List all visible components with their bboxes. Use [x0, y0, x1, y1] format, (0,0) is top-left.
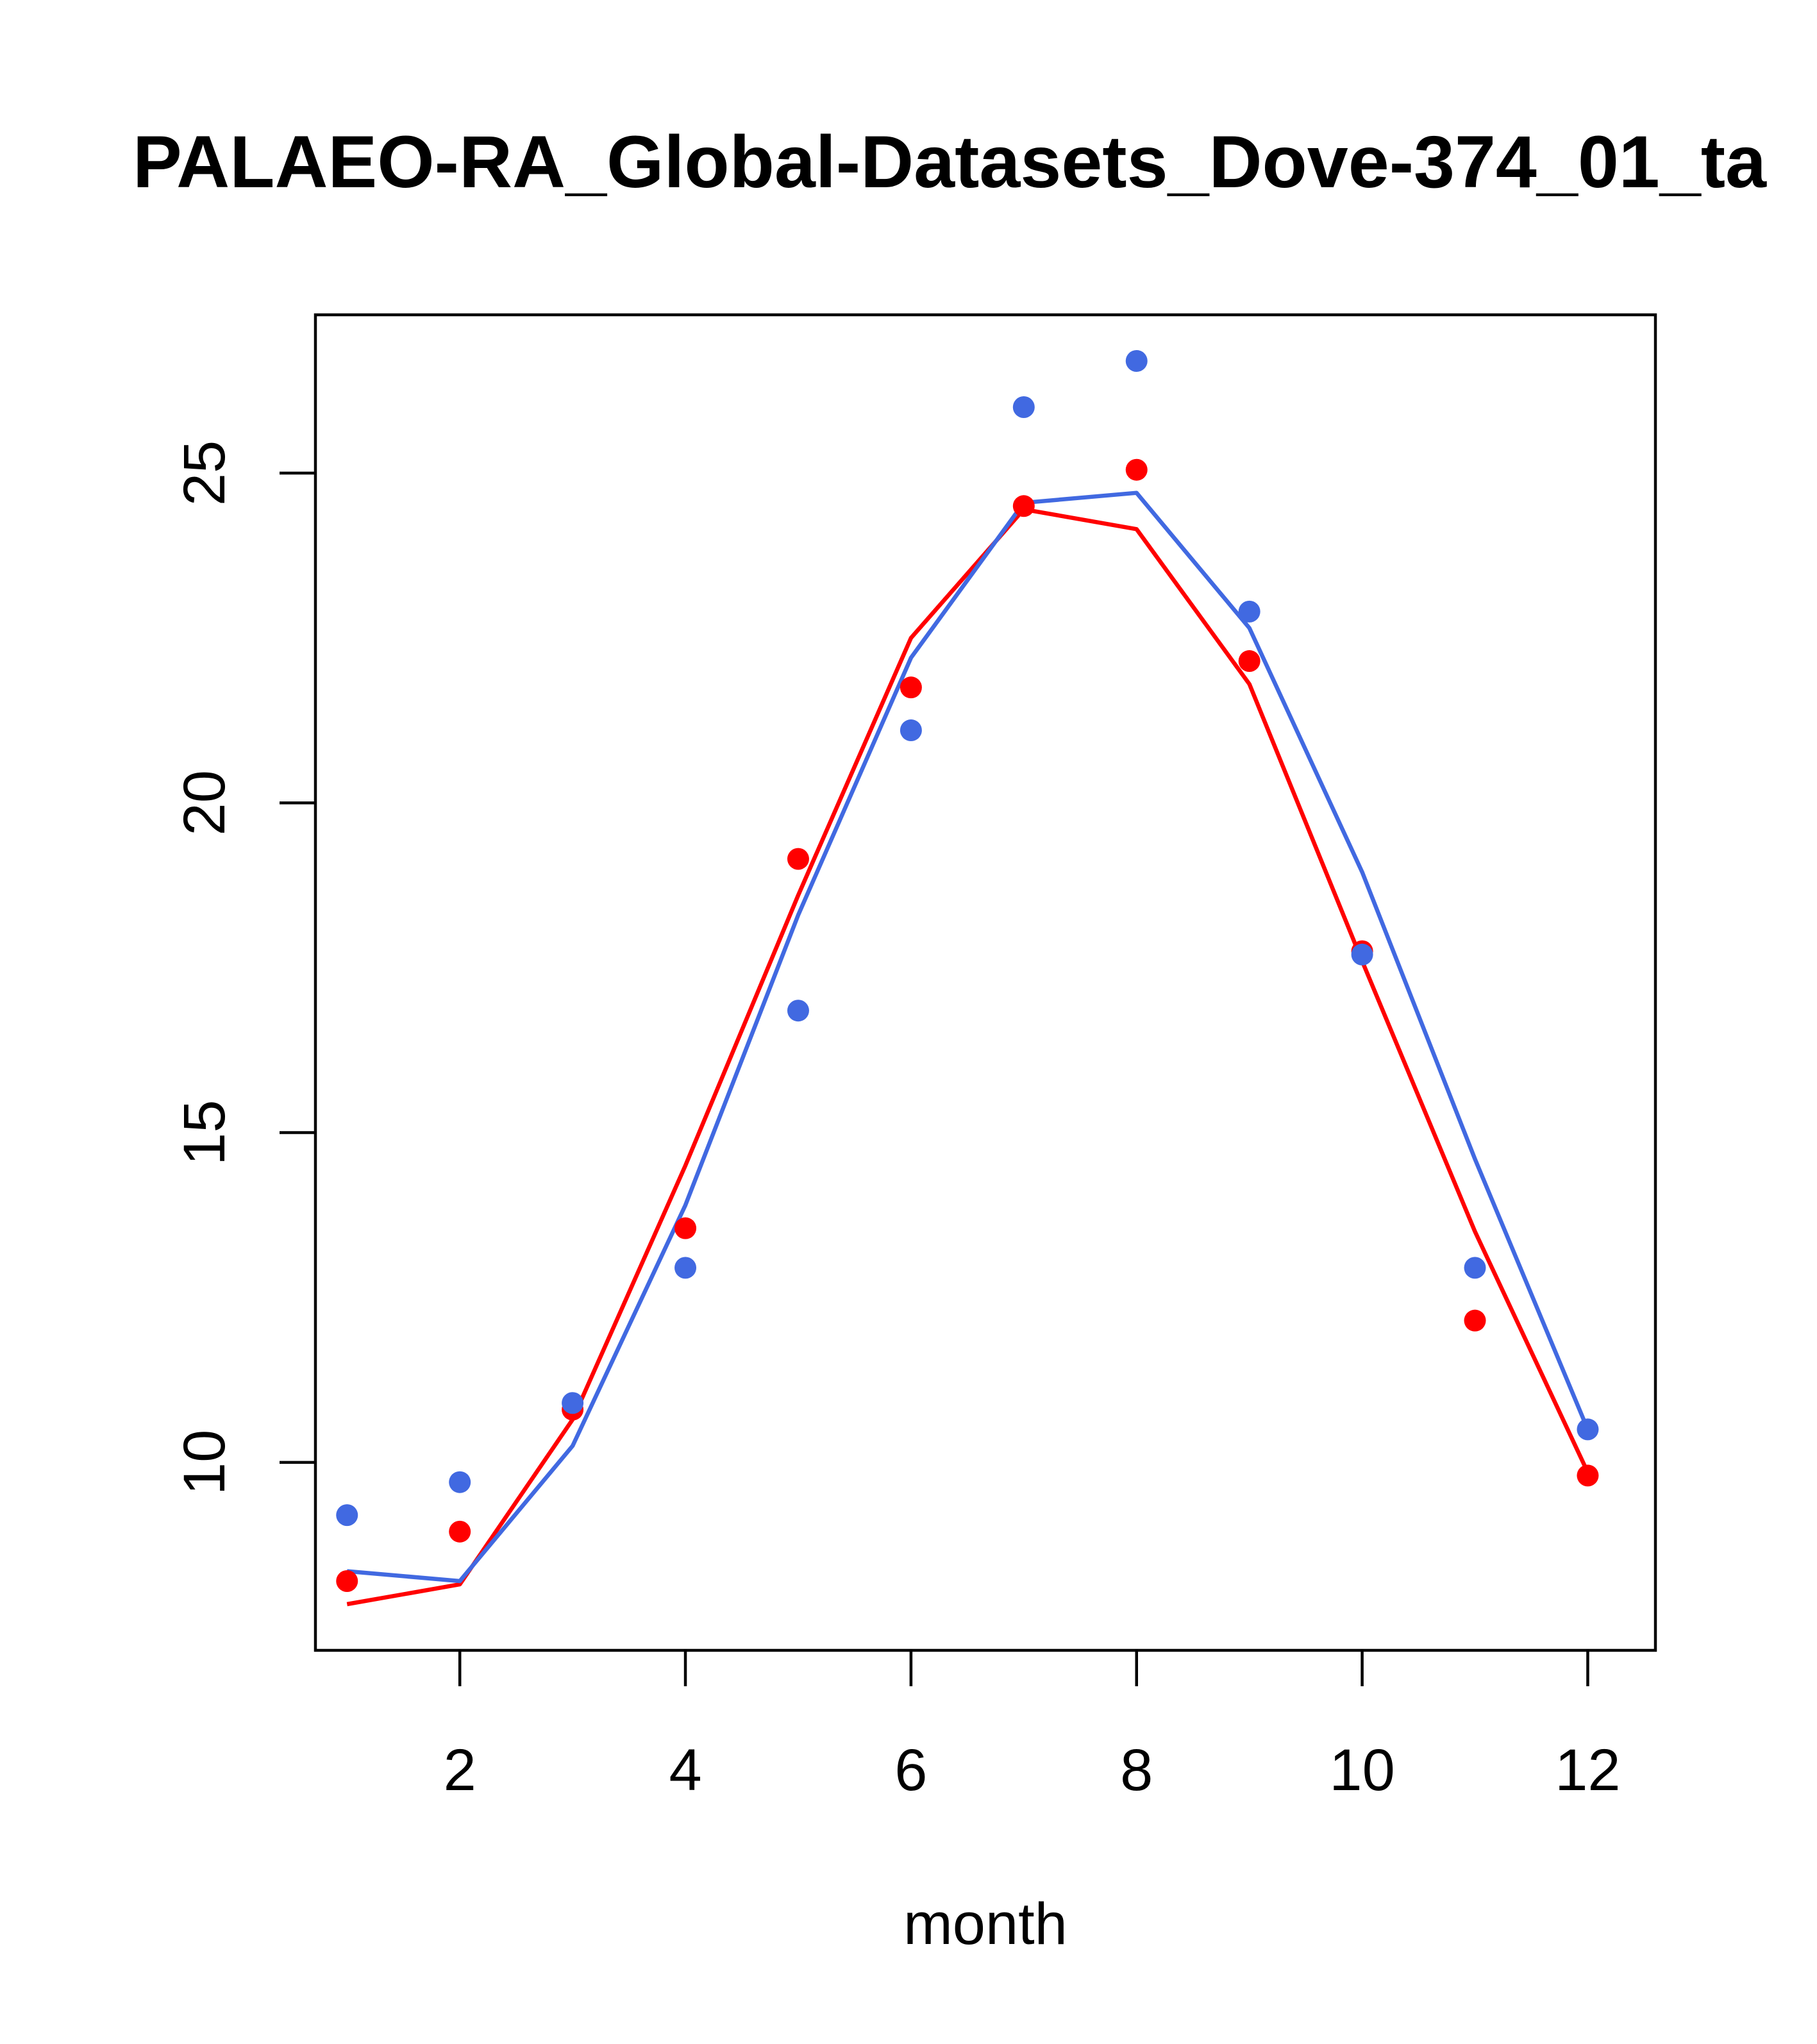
y-tick-label: 20 [172, 770, 237, 835]
x-tick-label: 6 [894, 1738, 927, 1803]
x-tick-label: 10 [1329, 1738, 1394, 1803]
x-axis: 2 4 6 8 10 12 [444, 1650, 1621, 1803]
data-point [1012, 495, 1035, 517]
series-lines [346, 490, 1590, 1607]
data-point [449, 1520, 471, 1543]
series-line [346, 507, 1590, 1607]
data-point [674, 1257, 697, 1279]
x-axis-label: month [903, 1891, 1068, 1957]
x-tick-label: 2 [444, 1738, 476, 1803]
x-tick-label: 4 [669, 1738, 701, 1803]
data-point [1125, 458, 1148, 481]
data-point [900, 719, 922, 742]
data-point [336, 1570, 358, 1592]
data-point [1125, 350, 1148, 373]
data-point [336, 1504, 358, 1527]
data-point [787, 1000, 809, 1022]
y-tick-label: 15 [172, 1100, 237, 1165]
data-point [1464, 1257, 1486, 1279]
data-point [674, 1217, 697, 1239]
data-point [1351, 943, 1373, 966]
data-point [1238, 600, 1260, 623]
data-point [900, 676, 922, 699]
data-point [1577, 1464, 1599, 1487]
data-point [787, 848, 809, 870]
x-tick-label: 8 [1120, 1738, 1153, 1803]
series-points [336, 350, 1599, 1592]
data-point [562, 1392, 584, 1414]
y-axis: 10 15 20 25 [172, 440, 315, 1495]
data-point [1238, 650, 1260, 673]
plot-frame [314, 313, 1657, 1652]
x-tick-label: 12 [1555, 1738, 1620, 1803]
y-tick-label: 10 [172, 1430, 237, 1495]
data-point [449, 1471, 471, 1493]
y-tick-label: 25 [172, 440, 237, 506]
series-line [347, 490, 1590, 1584]
data-point [1577, 1418, 1599, 1441]
chart-title: PALAEO-RA_Global-Datasets_Dove-374_01_ta [133, 121, 1767, 203]
data-point [1012, 396, 1035, 419]
data-point [1464, 1309, 1486, 1332]
